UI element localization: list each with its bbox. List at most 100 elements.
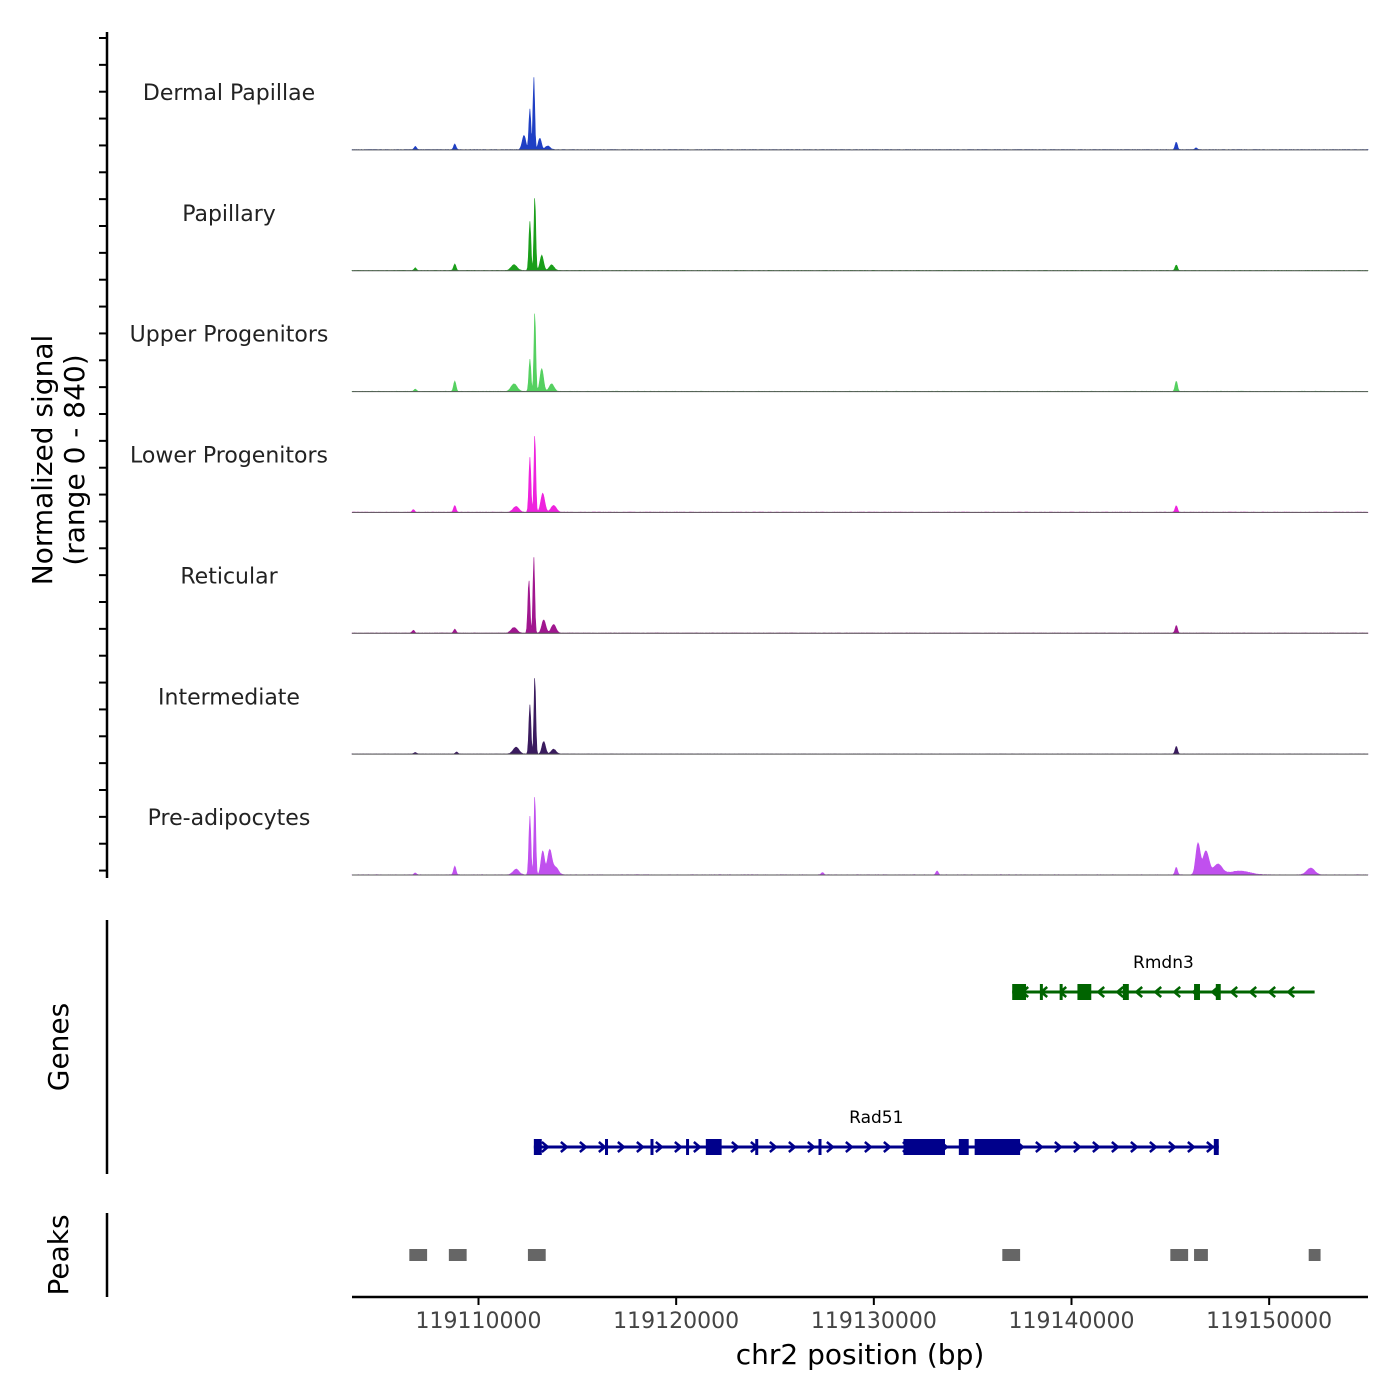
genes-axis-title: Genes xyxy=(42,1003,75,1091)
signal-y-axis-subtitle: (range 0 - 840) xyxy=(58,354,91,565)
signal-track: Papillary xyxy=(182,198,1369,272)
signal-area xyxy=(351,436,1369,513)
gene-label: Rad51 xyxy=(849,1108,903,1128)
signal-track: Dermal Papillae xyxy=(143,77,1369,151)
strand-arrow xyxy=(674,1141,683,1153)
signal-area xyxy=(351,77,1369,151)
strand-arrow xyxy=(1096,986,1106,998)
strand-arrow xyxy=(1111,1141,1120,1153)
gene-track: Rmdn3 Rad51 xyxy=(533,953,1315,1155)
signal-track: Upper Progenitors xyxy=(130,313,1369,393)
peak-region xyxy=(527,1249,546,1261)
x-tick-label: 119130000 xyxy=(811,1309,937,1334)
strand-arrow xyxy=(655,1141,664,1153)
strand-arrow xyxy=(560,1141,569,1153)
x-axis-title: chr2 position (bp) xyxy=(736,1338,985,1371)
exon xyxy=(1039,984,1043,1000)
track-label: Upper Progenitors xyxy=(130,323,329,348)
exon xyxy=(686,1139,690,1155)
x-tick-label: 119110000 xyxy=(416,1309,542,1334)
exon xyxy=(1122,984,1129,1000)
peak-region xyxy=(1308,1249,1321,1261)
strand-arrow xyxy=(617,1141,626,1153)
gene: Rmdn3 xyxy=(1012,953,1315,1000)
gene: Rad51 xyxy=(533,1108,1219,1155)
exon xyxy=(1059,984,1063,1000)
strand-arrow xyxy=(598,1141,607,1153)
strand-arrow xyxy=(1115,986,1125,998)
strand-arrow xyxy=(864,1141,873,1153)
track-label: Papillary xyxy=(182,202,276,227)
strand-arrow xyxy=(1092,1141,1101,1153)
strand-arrow xyxy=(1035,1141,1044,1153)
exon xyxy=(1213,1139,1219,1155)
signal-y-axis-title: Normalized signal xyxy=(26,335,59,586)
peak-track xyxy=(409,1249,1321,1261)
strand-arrow xyxy=(883,1141,892,1153)
x-tick-label: 119150000 xyxy=(1206,1309,1332,1334)
exon xyxy=(650,1139,654,1155)
strand-arrow xyxy=(1073,1141,1082,1153)
signal-area xyxy=(351,557,1369,634)
track-label: Lower Progenitors xyxy=(130,444,328,469)
signal-area xyxy=(351,198,1369,272)
exon xyxy=(1012,984,1027,1000)
strand-arrow xyxy=(579,1141,588,1153)
signal-y-axis xyxy=(99,32,109,878)
strand-arrow xyxy=(541,1141,550,1153)
exon xyxy=(1077,984,1092,1000)
track-label: Intermediate xyxy=(158,685,300,710)
strand-arrow xyxy=(1286,986,1296,998)
exon xyxy=(705,1139,722,1155)
x-tick-label: 119140000 xyxy=(1009,1309,1135,1334)
exon xyxy=(755,1139,759,1155)
exon xyxy=(903,1139,945,1155)
peak-region xyxy=(1170,1249,1189,1261)
peak-region xyxy=(1194,1249,1208,1261)
exon xyxy=(958,1139,969,1155)
exon xyxy=(533,1139,542,1155)
peak-region xyxy=(448,1249,467,1261)
track-label: Dermal Papillae xyxy=(143,81,315,106)
strand-arrow xyxy=(1054,1141,1063,1153)
strand-arrow xyxy=(1187,1141,1196,1153)
strand-arrow xyxy=(731,1141,740,1153)
strand-arrow xyxy=(1229,986,1239,998)
strand-arrow xyxy=(1172,986,1182,998)
signal-area xyxy=(351,678,1369,755)
peak-region xyxy=(409,1249,428,1261)
exon xyxy=(1194,984,1200,1000)
strand-arrow xyxy=(1206,1141,1215,1153)
strand-arrow xyxy=(769,1141,778,1153)
signal-area xyxy=(351,797,1369,876)
strand-arrow xyxy=(807,1141,816,1153)
strand-arrow xyxy=(1168,1141,1177,1153)
strand-arrow xyxy=(826,1141,835,1153)
exon xyxy=(974,1139,1021,1155)
strand-arrow xyxy=(636,1141,645,1153)
x-axis: 119110000 119120000 119130000 119140000 1191… xyxy=(352,1295,1368,1334)
signal-tracks: Dermal Papillae Papillary Upper Progenitor… xyxy=(130,77,1369,876)
strand-arrow xyxy=(845,1141,854,1153)
signal-track: Lower Progenitors xyxy=(130,436,1369,513)
x-tick-label: 119120000 xyxy=(613,1309,739,1334)
gene-label: Rmdn3 xyxy=(1133,953,1194,973)
peak-region xyxy=(1002,1249,1021,1261)
track-label: Reticular xyxy=(180,564,278,589)
strand-arrow xyxy=(1149,1141,1158,1153)
strand-arrow xyxy=(693,1141,702,1153)
strand-arrow xyxy=(1130,1141,1139,1153)
track-label: Pre-adipocytes xyxy=(148,806,311,831)
signal-track: Intermediate xyxy=(158,678,1369,755)
signal-track: Reticular xyxy=(180,557,1369,634)
strand-arrow xyxy=(1267,986,1277,998)
exon xyxy=(1215,984,1221,1000)
signal-track: Pre-adipocytes xyxy=(148,797,1369,876)
signal-area xyxy=(351,313,1369,392)
strand-arrow xyxy=(1248,986,1258,998)
strand-arrow xyxy=(1134,986,1144,998)
peaks-axis-title: Peaks xyxy=(42,1214,75,1295)
strand-arrow xyxy=(1153,986,1163,998)
exon xyxy=(818,1139,822,1155)
